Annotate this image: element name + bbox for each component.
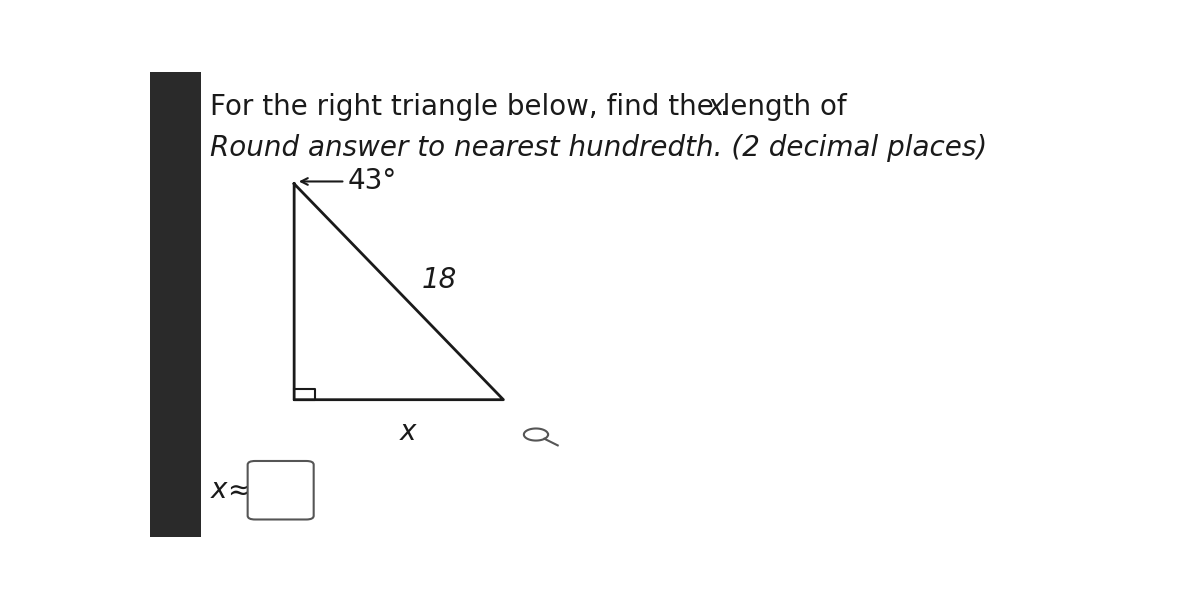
Text: ≈: ≈ <box>227 476 251 504</box>
Text: 43°: 43° <box>347 168 396 195</box>
Text: 18: 18 <box>422 266 457 294</box>
Text: x: x <box>210 476 227 504</box>
Text: Round answer to nearest hundredth. (2 decimal places): Round answer to nearest hundredth. (2 de… <box>210 134 988 162</box>
Bar <box>150 72 202 537</box>
FancyBboxPatch shape <box>247 461 313 520</box>
Text: x: x <box>708 93 725 121</box>
Text: x: x <box>400 418 416 446</box>
Text: For the right triangle below, find the length of: For the right triangle below, find the l… <box>210 93 856 121</box>
Text: .: . <box>720 93 728 121</box>
